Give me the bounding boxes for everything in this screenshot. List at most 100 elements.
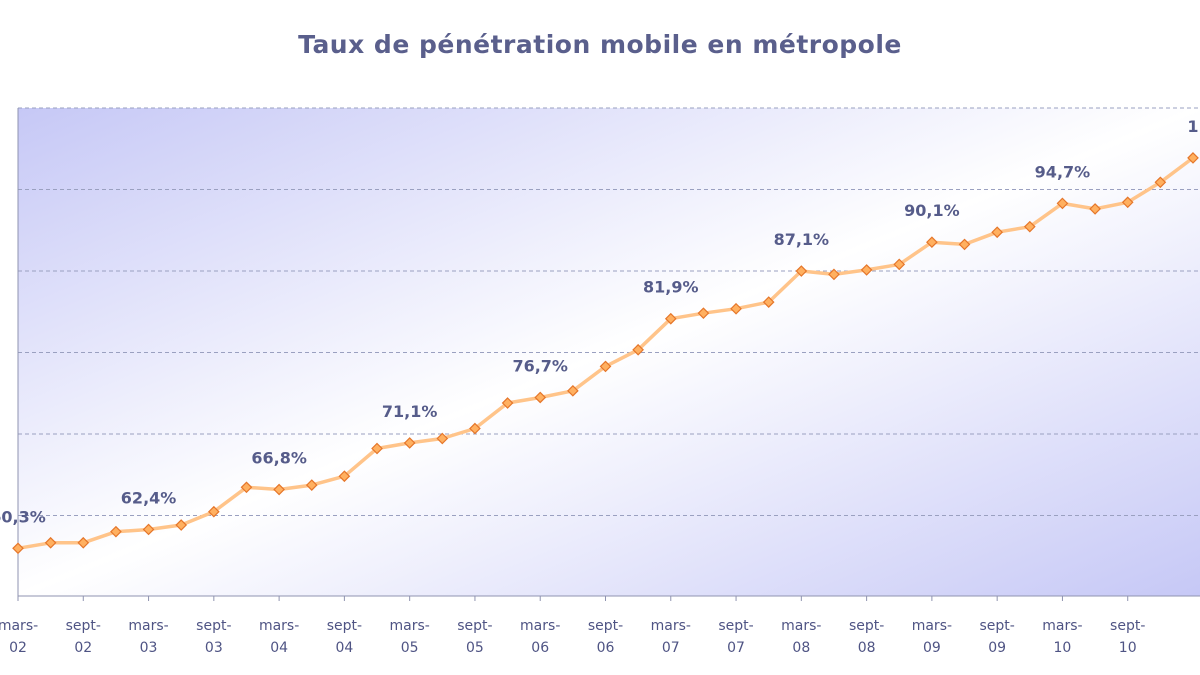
data-point-36: [1187, 152, 1199, 164]
data-point-3: [110, 525, 122, 538]
data-point-24: [795, 265, 808, 277]
x-tick-label-15: sept- 09: [979, 618, 1014, 656]
data-point-35: [1154, 176, 1167, 189]
x-tick-label-year: 07: [727, 640, 745, 656]
data-label-4: 76,7%: [512, 356, 568, 375]
x-tick-label-year: 05: [466, 640, 484, 656]
x-tick-label-year: 05: [401, 640, 419, 656]
x-tick-label-month: mars-: [651, 618, 691, 634]
data-label-6: 87,1%: [774, 230, 830, 249]
x-tick-label-month: sept-: [718, 618, 753, 634]
data-label-7: 90,1%: [904, 201, 960, 220]
data-point-18: [599, 360, 612, 373]
x-tick-label-year: 02: [9, 640, 27, 656]
x-tick-label-month: mars-: [1042, 618, 1082, 634]
x-tick-label-16: mars- 10: [1042, 618, 1082, 656]
data-point-9: [305, 479, 318, 491]
x-tick-label-5: sept- 04: [327, 618, 362, 656]
data-point-11: [371, 442, 383, 455]
x-tick-label-month: sept-: [66, 618, 101, 634]
data-point-16: [534, 391, 547, 404]
x-tick-label-month: mars-: [259, 618, 299, 634]
x-tick-label-year: 10: [1119, 640, 1137, 656]
data-point-22: [730, 302, 742, 315]
data-point-19: [632, 343, 644, 356]
x-tick-label-6: mars- 05: [390, 618, 430, 656]
data-point-12: [403, 437, 416, 449]
x-tick-label-year: 09: [988, 640, 1006, 656]
data-label-9: 1: [1187, 117, 1198, 136]
x-tick-label-month: sept-: [849, 618, 884, 634]
data-point-2: [77, 536, 90, 549]
x-tick-label-month: mars-: [390, 618, 430, 634]
data-point-1: [44, 536, 57, 549]
x-tick-label-10: mars- 07: [651, 618, 691, 656]
x-tick-label-year: 04: [335, 640, 353, 656]
x-tick-label-year: 08: [792, 640, 810, 656]
data-point-0: [12, 542, 24, 555]
x-tick-label-13: sept- 08: [849, 618, 884, 656]
x-tick-label-0: mars- 02: [0, 618, 38, 656]
x-tick-label-month: sept-: [327, 618, 362, 634]
x-tick-labels: mars-02sept-02mars-03sept-03mars-04sept-…: [0, 596, 1145, 656]
data-point-30: [991, 226, 1004, 239]
x-tick-label-month: sept-: [196, 618, 231, 634]
data-point-5: [175, 519, 188, 531]
x-tick-label-month: sept-: [979, 618, 1014, 634]
data-label-1: 62,4%: [121, 488, 177, 507]
x-tick-label-3: sept- 03: [196, 618, 231, 656]
x-tick-label-7: sept- 05: [457, 618, 492, 656]
data-point-21: [697, 307, 710, 320]
axes: [17, 108, 1200, 597]
data-label-2: 66,8%: [251, 449, 307, 468]
x-tick-label-year: 03: [205, 640, 223, 656]
data-point-15: [501, 397, 514, 409]
data-point-8: [273, 483, 285, 496]
x-tick-label-4: mars- 04: [259, 618, 299, 656]
x-tick-label-14: mars- 09: [912, 618, 952, 656]
x-tick-label-year: 09: [923, 640, 941, 656]
x-tick-label-17: sept- 10: [1110, 618, 1145, 656]
x-tick-label-year: 06: [531, 640, 549, 656]
data-point-7: [240, 481, 253, 494]
data-point-32: [1056, 197, 1069, 210]
x-tick-label-month: mars-: [781, 618, 821, 634]
x-tick-label-11: sept- 07: [718, 618, 753, 656]
data-point-28: [926, 236, 938, 249]
x-tick-label-year: 02: [74, 640, 92, 656]
data-point-14: [469, 422, 481, 435]
data-label-8: 94,7%: [1035, 162, 1091, 181]
x-tick-label-1: sept- 02: [66, 618, 101, 656]
x-tick-label-month: mars-: [520, 618, 560, 634]
x-tick-label-year: 10: [1054, 640, 1072, 656]
data-point-23: [762, 296, 775, 308]
data-point-33: [1089, 203, 1101, 215]
data-point-10: [338, 470, 351, 483]
x-tick-label-month: mars-: [128, 618, 168, 634]
x-tick-label-8: mars- 06: [520, 618, 560, 656]
data-point-27: [893, 258, 906, 271]
x-tick-label-month: sept-: [457, 618, 492, 634]
x-tick-label-month: sept-: [588, 618, 623, 634]
x-tick-label-year: 07: [662, 640, 680, 656]
x-tick-label-month: sept-: [1110, 618, 1145, 634]
x-tick-label-12: mars- 08: [781, 618, 821, 656]
data-point-26: [860, 264, 873, 276]
chart-title: Taux de pénétration mobile en métropole: [298, 30, 902, 59]
data-label-3: 71,1%: [382, 402, 438, 421]
data-labels: 60,3% 62,4% 66,8% 71,1% 76,7% 81,9% 87,1% 90,1%…: [0, 117, 1199, 526]
data-point-13: [436, 432, 449, 445]
data-point-34: [1121, 196, 1134, 209]
x-tick-label-2: mars- 03: [128, 618, 168, 656]
data-label-5: 81,9%: [643, 278, 699, 297]
x-tick-label-9: sept- 06: [588, 618, 623, 656]
data-point-31: [1023, 220, 1036, 233]
data-markers: [12, 152, 1199, 555]
x-tick-label-year: 08: [858, 640, 876, 656]
x-tick-label-month: mars-: [0, 618, 38, 634]
data-point-29: [958, 238, 971, 251]
data-point-25: [828, 268, 840, 281]
x-tick-label-month: mars-: [912, 618, 952, 634]
